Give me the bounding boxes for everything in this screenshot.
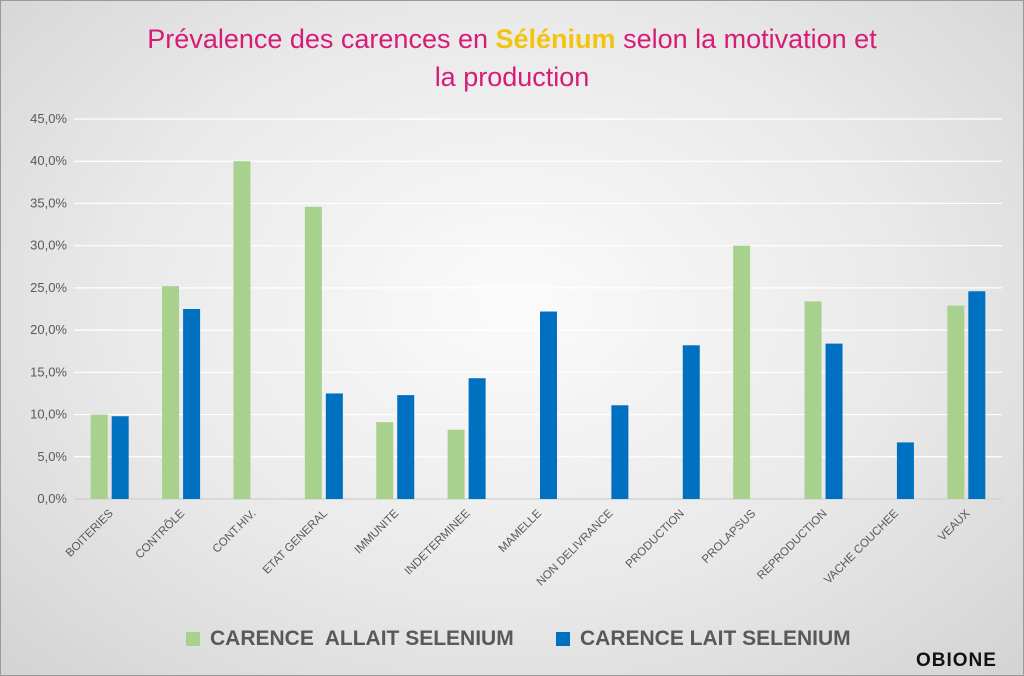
y-tick-label: 20,0% xyxy=(30,322,67,337)
legend-item-lait: CARENCE LAIT SELENIUM xyxy=(556,627,851,651)
bar-allait xyxy=(233,161,251,499)
bar-lait xyxy=(325,393,343,499)
bar-lait xyxy=(397,395,415,499)
bar-lait xyxy=(468,378,486,499)
y-axis-tick-labels: 0,0% 5,0% 10,0% 15,0% 20,0% 25,0% 30,0% 35,0% 40… xyxy=(30,111,67,506)
gridlines xyxy=(74,118,1002,500)
x-tick-label: CONT.HIV. xyxy=(211,508,259,556)
bar-allait xyxy=(304,206,322,500)
bar-lait xyxy=(111,416,129,499)
bars xyxy=(90,161,986,500)
title-highlight-selenium: Sélénium xyxy=(495,24,616,54)
bar-lait xyxy=(968,291,986,499)
bar-allait xyxy=(804,301,822,499)
legend-swatch-allait xyxy=(186,632,200,646)
x-axis-tick-labels: BOITERIES CONTRÔLE CONT.HIV. ETAT GENERAL IM… xyxy=(64,507,973,589)
bar-allait xyxy=(733,245,751,499)
y-tick-label: 35,0% xyxy=(30,195,67,210)
y-tick-label: 40,0% xyxy=(30,153,67,168)
legend-label-lait: CARENCE LAIT SELENIUM xyxy=(580,627,851,650)
x-tick-label: CONTRÔLE xyxy=(133,507,188,562)
y-tick-label: 10,0% xyxy=(30,407,67,422)
x-tick-label: MAMELLE xyxy=(497,507,545,555)
y-tick-label: 25,0% xyxy=(30,280,67,295)
y-tick-label: 5,0% xyxy=(37,449,67,464)
bar-allait xyxy=(947,305,965,499)
y-tick-label: 15,0% xyxy=(30,364,67,379)
legend-item-allait: CARENCE ALLAIT SELENIUM xyxy=(186,627,514,651)
x-tick-label: REPRODUCTION xyxy=(755,508,829,582)
bar-lait xyxy=(825,343,843,499)
bar-lait xyxy=(896,442,914,499)
y-tick-label: 0,0% xyxy=(37,491,67,506)
legend-label-allait: CARENCE ALLAIT SELENIUM xyxy=(210,627,514,650)
obione-logo: OBIONE xyxy=(916,650,997,671)
x-tick-label: PRODUCTION xyxy=(624,508,687,571)
chart-title-line-2: la production xyxy=(434,62,590,92)
legend-swatch-lait xyxy=(556,632,570,646)
x-tick-label: NON DELIVRANCE xyxy=(535,507,616,588)
chart-title-line-1: Prévalence des carences en Sélénium selo… xyxy=(0,20,1024,58)
x-tick-label: PROLAPSUS xyxy=(700,507,758,565)
legend: CARENCE ALLAIT SELENIUM CARENCE LAIT SEL… xyxy=(0,627,1024,657)
bar-allait xyxy=(447,429,465,499)
y-tick-label: 45,0% xyxy=(30,111,67,126)
x-tick-label: VEAUX xyxy=(936,507,972,543)
bar-lait xyxy=(540,311,557,499)
bar-lait xyxy=(682,345,700,499)
x-tick-label: IMMUNITE xyxy=(353,507,402,556)
bar-lait xyxy=(611,405,629,499)
bar-allait xyxy=(376,422,394,499)
x-tick-label: BOITERIES xyxy=(64,507,116,559)
bar-lait xyxy=(183,309,201,499)
bar-allait xyxy=(90,414,108,499)
bar-allait xyxy=(162,286,180,499)
title-text-before: Prévalence des carences en xyxy=(147,24,496,54)
title-text-after: selon la motivation et xyxy=(615,24,877,54)
x-tick-label: VACHE COUCHEE xyxy=(822,507,901,586)
y-tick-label: 30,0% xyxy=(30,238,67,253)
x-tick-label: INDETERMINEE xyxy=(403,507,473,577)
x-tick-label: ETAT GENERAL xyxy=(261,507,330,576)
